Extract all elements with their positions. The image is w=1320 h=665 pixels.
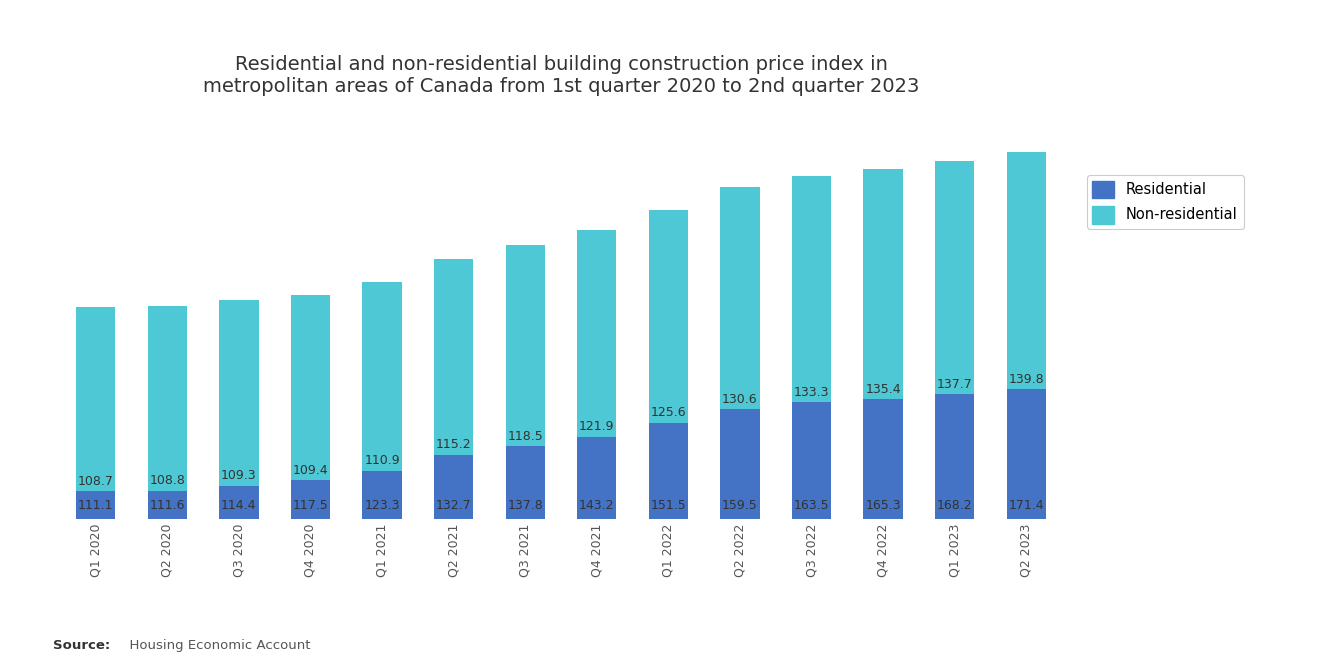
Bar: [863, 400, 903, 519]
Text: 111.6: 111.6: [149, 499, 185, 512]
Bar: [721, 409, 759, 519]
Text: 137.8: 137.8: [507, 499, 543, 512]
Bar: [577, 437, 616, 519]
Bar: [1007, 389, 1045, 519]
Text: 114.4: 114.4: [222, 499, 256, 512]
Text: 109.4: 109.4: [293, 464, 329, 477]
Text: 132.7: 132.7: [436, 499, 471, 512]
Bar: [77, 307, 115, 491]
Bar: [648, 209, 688, 423]
Text: 137.7: 137.7: [937, 378, 973, 391]
Bar: [148, 306, 187, 491]
Text: Housing Economic Account: Housing Economic Account: [121, 638, 312, 652]
Text: 125.6: 125.6: [651, 406, 686, 420]
Bar: [363, 471, 401, 519]
Text: 118.5: 118.5: [507, 430, 543, 443]
Bar: [721, 188, 759, 409]
Text: 115.2: 115.2: [436, 438, 471, 452]
Bar: [506, 245, 545, 446]
Text: 109.3: 109.3: [220, 469, 256, 482]
Text: 133.3: 133.3: [793, 386, 829, 399]
Text: 143.2: 143.2: [579, 499, 615, 512]
Text: 139.8: 139.8: [1008, 372, 1044, 386]
Bar: [935, 394, 974, 519]
Bar: [792, 176, 832, 402]
Text: 159.5: 159.5: [722, 499, 758, 512]
Bar: [863, 170, 903, 400]
Text: 135.4: 135.4: [866, 383, 902, 396]
Text: 151.5: 151.5: [651, 499, 686, 512]
Bar: [290, 481, 330, 519]
Text: 168.2: 168.2: [937, 499, 973, 512]
Text: 108.7: 108.7: [78, 475, 114, 488]
Bar: [77, 491, 115, 519]
Bar: [792, 402, 832, 519]
Text: 111.1: 111.1: [78, 499, 114, 512]
Bar: [577, 230, 616, 437]
Text: 123.3: 123.3: [364, 499, 400, 512]
Text: 171.4: 171.4: [1008, 499, 1044, 512]
Bar: [1007, 152, 1045, 389]
Bar: [148, 491, 187, 519]
Bar: [363, 283, 401, 471]
Bar: [434, 455, 474, 519]
Bar: [434, 259, 474, 455]
Bar: [648, 423, 688, 519]
Bar: [290, 295, 330, 481]
Text: Source:: Source:: [53, 638, 110, 652]
Text: 110.9: 110.9: [364, 454, 400, 467]
Text: 108.8: 108.8: [149, 474, 185, 487]
Bar: [935, 161, 974, 394]
Text: 117.5: 117.5: [293, 499, 329, 512]
Legend: Residential, Non-residential: Residential, Non-residential: [1086, 175, 1243, 229]
Text: 163.5: 163.5: [793, 499, 829, 512]
Bar: [219, 300, 259, 485]
Text: 130.6: 130.6: [722, 393, 758, 406]
Title: Residential and non-residential building construction price index in
metropolita: Residential and non-residential building…: [203, 55, 919, 96]
Text: 165.3: 165.3: [866, 499, 902, 512]
Text: 121.9: 121.9: [579, 420, 615, 434]
Bar: [219, 485, 259, 519]
Bar: [506, 446, 545, 519]
